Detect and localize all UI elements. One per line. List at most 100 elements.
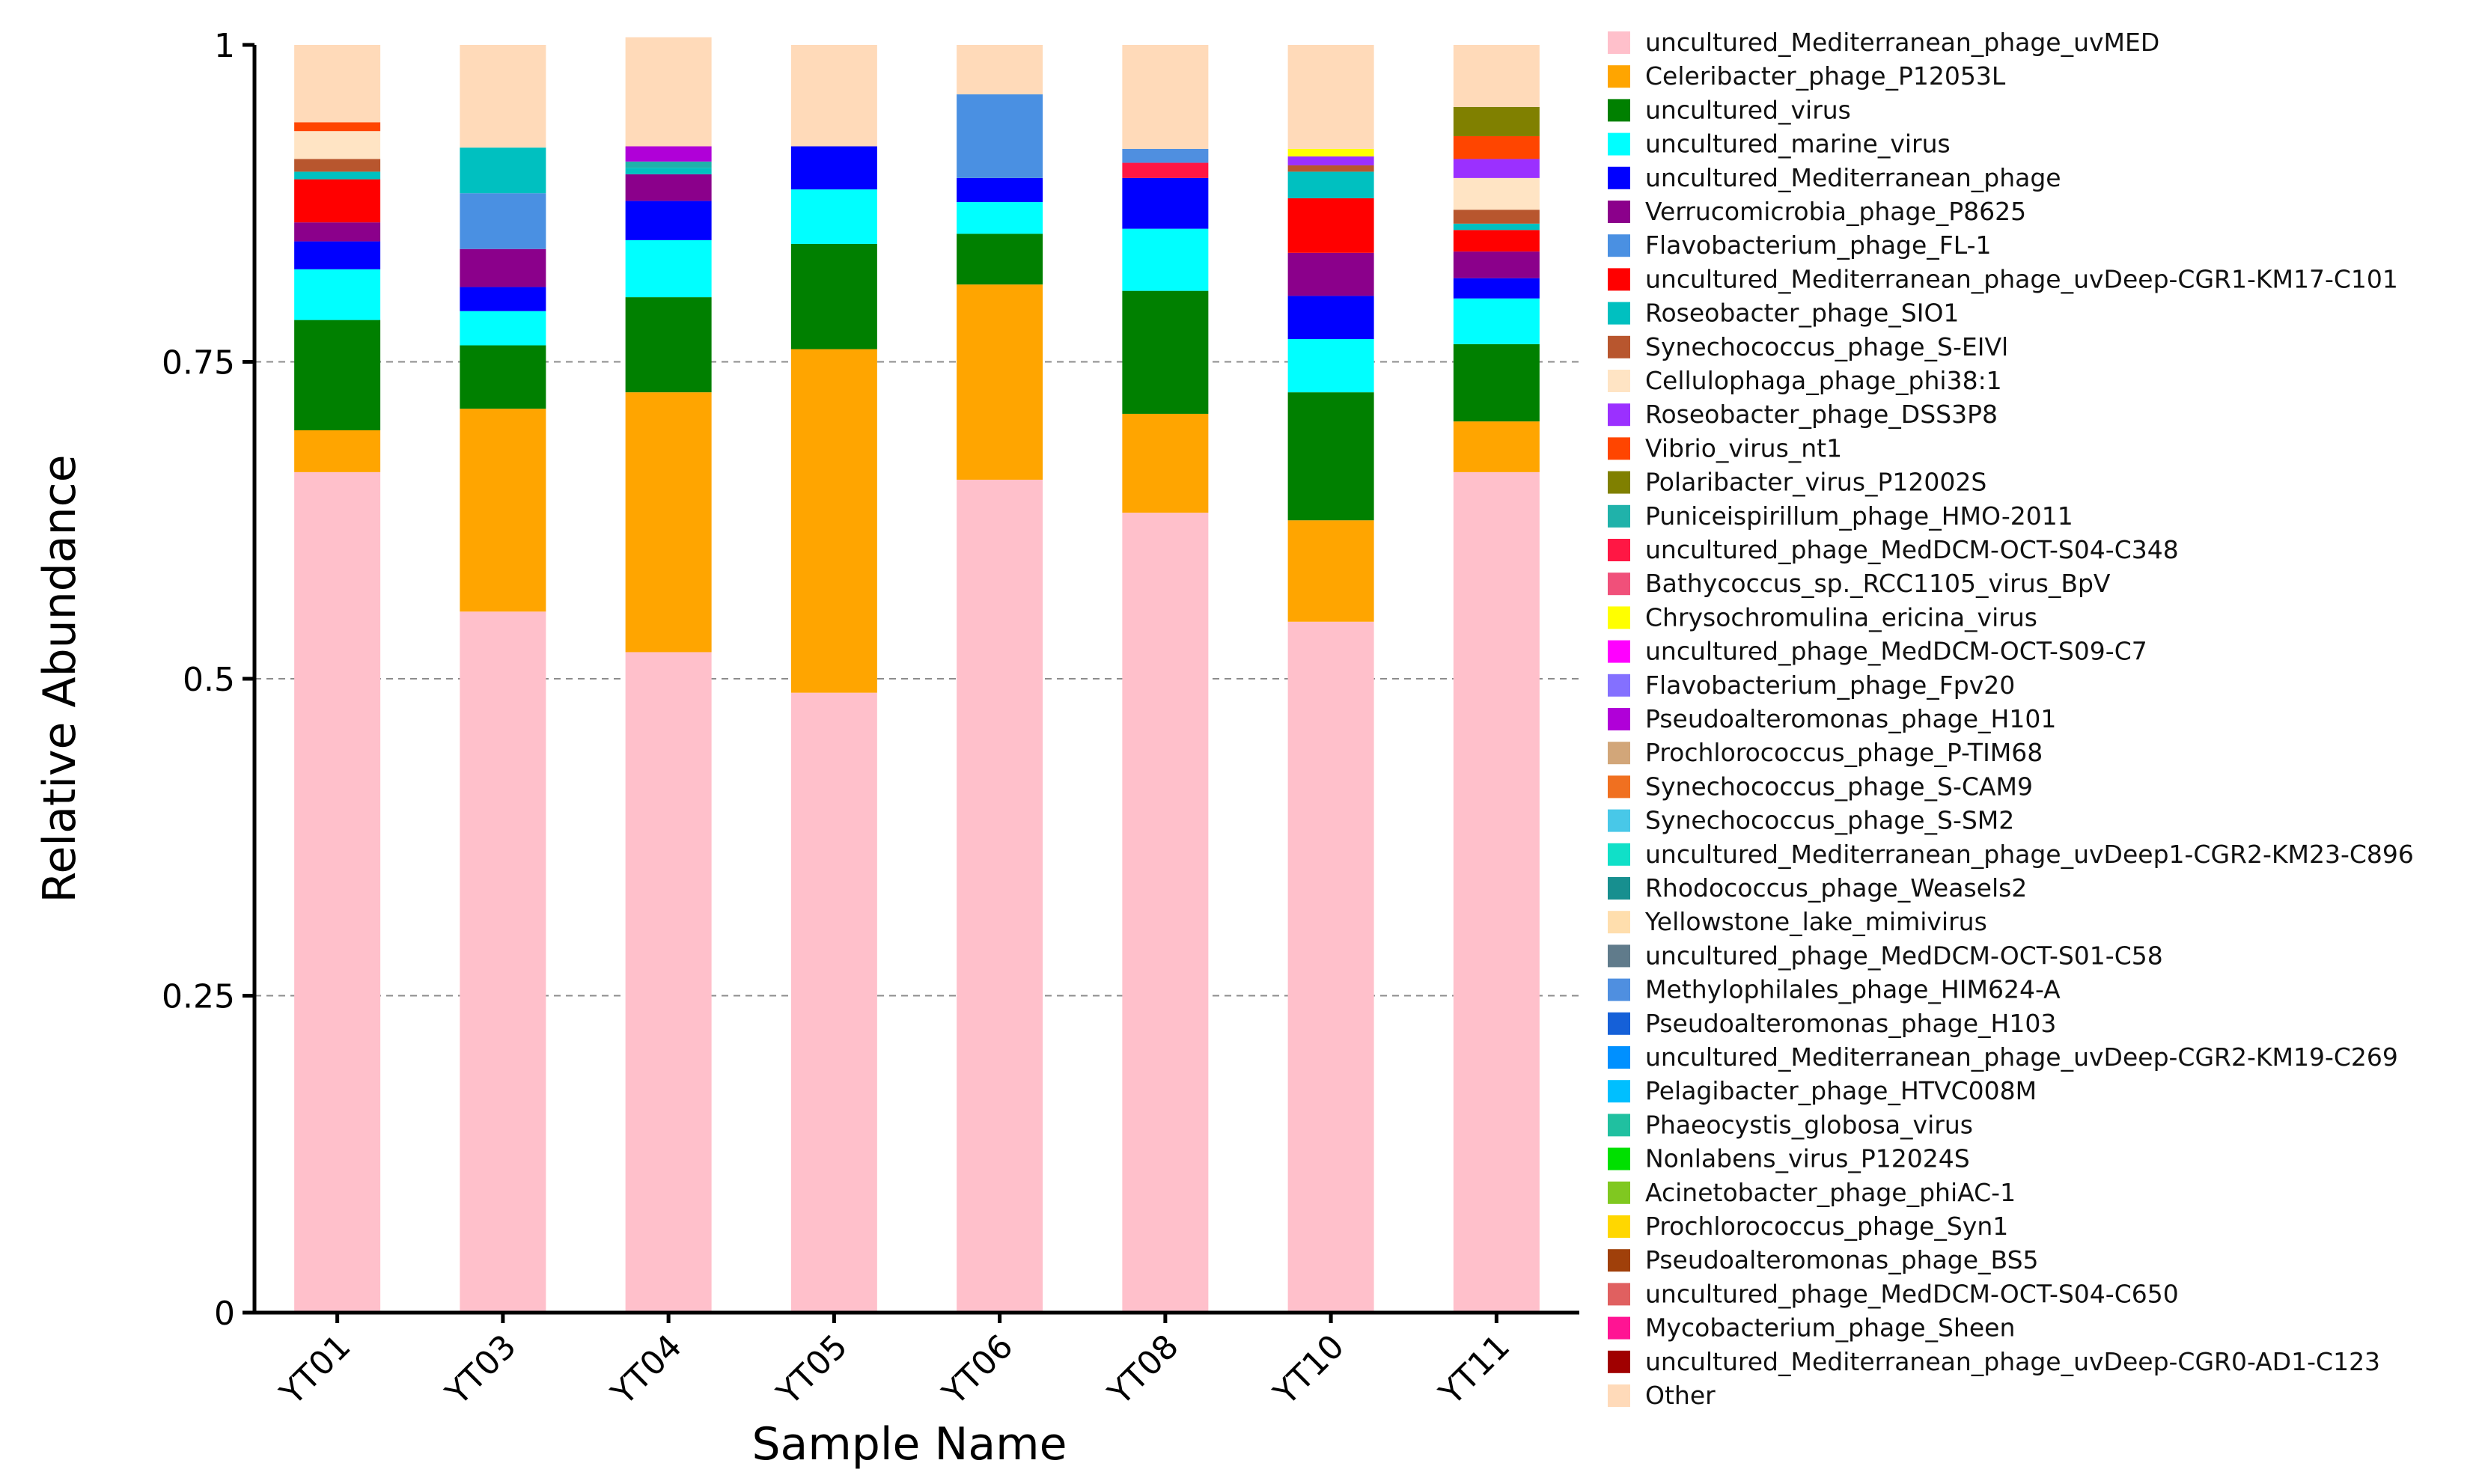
legend-item: Synechococcus_phage_S-SM2 (1608, 806, 2014, 835)
legend-item: uncultured_Mediterranean_phage_uvDeep-CG… (1608, 1042, 2398, 1072)
legend-label: Prochlorococcus_phage_P-TIM68 (1645, 738, 2043, 767)
legend-item: Celeribacter_phage_P12053L (1608, 61, 2006, 91)
legend-swatch (1608, 268, 1630, 291)
bar-segment (790, 146, 877, 190)
legend-swatch (1608, 877, 1630, 900)
bar-stack-yt11 (1453, 45, 1540, 1313)
bar-segment (1122, 513, 1209, 1313)
y-tick-label: 0 (214, 1295, 235, 1333)
legend-item: Flavobacterium_phage_FL-1 (1608, 230, 1991, 260)
legend-label: Pseudoalteromonas_phage_H103 (1645, 1009, 2056, 1038)
legend-swatch (1608, 1384, 1630, 1407)
legend-label: Roseobacter_phage_DSS3P8 (1645, 400, 1998, 429)
bar-segment (294, 320, 381, 430)
legend-swatch (1608, 1181, 1630, 1204)
legend-item: uncultured_phage_MedDCM-OCT-S04-C650 (1608, 1279, 2179, 1308)
x-tick-label: YT10 (1266, 1328, 1352, 1413)
bar-segment (625, 297, 712, 393)
y-tick-label: 0.25 (162, 978, 235, 1016)
legend-item: uncultured_Mediterranean_phage_uvDeep-CG… (1608, 1347, 2380, 1376)
bar-segment (1453, 135, 1540, 159)
bar-segment (957, 45, 1043, 95)
legend-label: uncultured_phage_MedDCM-OCT-S09-C7 (1645, 637, 2147, 666)
bar-segment (294, 45, 381, 123)
legend-swatch (1608, 166, 1630, 189)
legend-label: Rhodococcus_phage_Weasels2 (1645, 873, 2027, 903)
x-tick-label: YT06 (935, 1328, 1020, 1413)
legend-item: Roseobacter_phage_DSS3P8 (1608, 400, 1998, 429)
legend-label: Pseudoalteromonas_phage_H101 (1645, 704, 2056, 733)
bar-segment (294, 430, 381, 472)
legend-item: Synechococcus_phage_S-EIVl (1608, 332, 2008, 361)
bar-segment (625, 168, 712, 174)
bar-segment (625, 37, 712, 147)
legend-label: Pseudoalteromonas_phage_BS5 (1645, 1245, 2039, 1274)
legend-item: Cellulophaga_phage_phi38:1 (1608, 366, 2002, 395)
bar-stack-yt08 (1122, 45, 1209, 1313)
x-tick-label: YT03 (438, 1328, 523, 1413)
legend-swatch (1608, 708, 1630, 730)
legend-item: Prochlorococcus_phage_Syn1 (1608, 1212, 2008, 1241)
legend-item: Methylophilales_phage_HIM624-A (1608, 975, 2061, 1004)
legend-label: uncultured_phage_MedDCM-OCT-S01-C58 (1645, 941, 2163, 970)
legend-item: uncultured_phage_MedDCM-OCT-S04-C348 (1608, 535, 2179, 564)
bar-segment (1287, 148, 1374, 157)
legend-swatch (1608, 1249, 1630, 1272)
x-tick-label: YT08 (1100, 1328, 1186, 1413)
legend-item: Flavobacterium_phage_Fpv20 (1608, 671, 2015, 700)
legend-item: Chrysochromulina_ericina_virus (1608, 602, 2037, 632)
y-ticks: 0 0.25 0.5 0.75 1 (162, 27, 254, 1333)
legend-label: Methylophilales_phage_HIM624-A (1645, 975, 2061, 1004)
legend-swatch (1608, 335, 1630, 358)
bar-segment (1287, 520, 1374, 622)
bar-segment (1122, 290, 1209, 414)
legend-swatch (1608, 843, 1630, 866)
legend-label: uncultured_Mediterranean_phage_uvDeep-CG… (1645, 1042, 2398, 1072)
legend-label: Mycobacterium_phage_Sheen (1645, 1313, 2015, 1343)
legend-swatch (1608, 65, 1630, 88)
legend-label: Synechococcus_phage_S-SM2 (1645, 806, 2014, 835)
bar-segment (1287, 165, 1374, 172)
bar-stack-yt03 (460, 45, 546, 1313)
legend-item: Other (1608, 1381, 1716, 1410)
legend-item: Mycobacterium_phage_Sheen (1608, 1313, 2015, 1343)
bar-stack-yt01 (294, 45, 381, 1313)
legend-swatch (1608, 944, 1630, 968)
legend-label: uncultured_marine_virus (1645, 129, 1951, 159)
legend-item: Prochlorococcus_phage_P-TIM68 (1608, 738, 2043, 767)
legend-label: Phaeocystis_globosa_virus (1645, 1110, 1973, 1139)
legend-swatch (1608, 674, 1630, 697)
legend-swatch (1608, 1283, 1630, 1306)
legend-label: uncultured_phage_MedDCM-OCT-S04-C348 (1645, 535, 2179, 564)
y-tick-label: 0.5 (183, 661, 235, 699)
legend-item: uncultured_phage_MedDCM-OCT-S01-C58 (1608, 941, 2163, 970)
legend-label: Synechococcus_phage_S-CAM9 (1645, 772, 2033, 801)
legend-swatch (1608, 504, 1630, 528)
bar-segment (1287, 392, 1374, 521)
bar-segment (460, 311, 546, 346)
legend-swatch (1608, 1114, 1630, 1137)
bar-stack-yt05 (790, 45, 877, 1313)
legend-label: Chrysochromulina_ericina_virus (1645, 602, 2037, 632)
legend-item: Pseudoalteromonas_phage_H101 (1608, 704, 2056, 733)
bar-segment (460, 45, 546, 148)
bar-segment (957, 202, 1043, 234)
bar-segment (790, 349, 877, 693)
bar-segment (1287, 171, 1374, 198)
legend-swatch (1608, 1215, 1630, 1238)
bars (294, 37, 1540, 1313)
legend-swatch (1608, 911, 1630, 934)
bar-segment (790, 45, 877, 147)
legend-item: Pseudoalteromonas_phage_BS5 (1608, 1245, 2039, 1274)
legend: uncultured_Mediterranean_phage_uvMED Cele… (1608, 28, 2414, 1410)
legend-label: Acinetobacter_phage_phiAC-1 (1645, 1178, 2016, 1207)
legend-swatch (1608, 1046, 1630, 1069)
bar-segment (460, 345, 546, 409)
legend-item: Bathycoccus_sp._RCC1105_virus_BpV (1608, 569, 2111, 598)
bar-segment (460, 248, 546, 287)
legend-item: Verrucomicrobia_phage_P8625 (1608, 197, 2026, 226)
bar-segment (1122, 45, 1209, 149)
legend-label: Prochlorococcus_phage_Syn1 (1645, 1212, 2008, 1241)
x-tick-label: YT05 (769, 1328, 855, 1413)
legend-item: uncultured_virus (1608, 95, 1851, 124)
